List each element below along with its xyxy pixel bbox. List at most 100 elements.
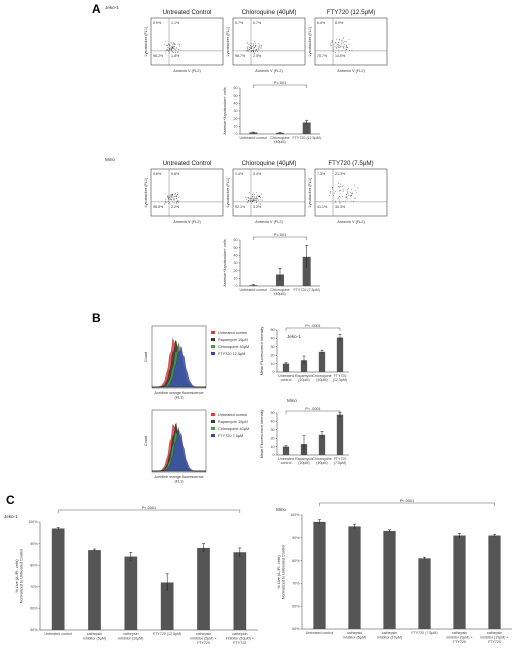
legend-swatch xyxy=(211,331,215,334)
histogram-curve xyxy=(152,430,206,472)
y-tick-label: 100% xyxy=(28,520,38,524)
bar xyxy=(51,528,65,630)
quadrant-percentage: 2.0% xyxy=(253,54,262,58)
bar xyxy=(313,521,326,629)
y-tick-label: 20 xyxy=(271,353,275,357)
y-axis-label: Annexin+/Lysotracker+ cells xyxy=(223,239,227,286)
quadrant-percentage: 3.2% xyxy=(253,205,262,209)
flow-plot-ylabel: Lysotracker (FL1) xyxy=(226,26,230,56)
category-label: FTY720 (12.5µM) xyxy=(293,136,321,140)
y-tick-label: 70% xyxy=(292,582,300,586)
category-label: cathepsin inhibitor (10µM) xyxy=(118,632,143,640)
y-tick-label: 20 xyxy=(234,269,238,273)
bar xyxy=(418,558,431,629)
legend-label: FTY720 12.5µM xyxy=(218,352,245,356)
legend-swatch xyxy=(211,338,215,341)
category-label: Chloroquine (40µM) xyxy=(312,374,331,382)
panel-b-label: B xyxy=(92,311,101,325)
flow-plot-xlabel: Annexin V (FL2) xyxy=(173,69,201,73)
bar-chart: 0 10 20 30 40 50 60 Annexin+/Lysotracker+ cells… xyxy=(223,233,320,296)
hist-jeko-xlabel: Acridine orange fluorescence (FL1) xyxy=(154,391,203,400)
flow-plot-frame xyxy=(232,17,306,66)
y-tick-label: 10 xyxy=(234,125,238,129)
quadrant-percentage: 3.4% xyxy=(253,172,262,176)
category-label: FTY720 (12.5µM) xyxy=(333,374,347,382)
y-tick-label: 10 xyxy=(271,362,275,366)
y-tick-label: 40 xyxy=(234,102,238,106)
bar xyxy=(383,530,396,629)
category-label: FTY720 (7.5µM) xyxy=(411,631,437,635)
quadrant-percentage: 96.2% xyxy=(153,54,164,58)
b-mino-cell-line: Mino xyxy=(287,398,297,403)
y-axis-label: Annexin+/Lysotracker+ cells xyxy=(223,87,227,134)
flow-plot-title: FTY720 (7.5µM) xyxy=(328,160,373,167)
bar xyxy=(318,434,326,455)
category-label: Untreated control xyxy=(306,631,334,635)
category-label: FTY720 (7.5µM) xyxy=(294,288,320,292)
event-dots xyxy=(330,36,353,53)
flow-plot: Chloroquine (40µM) 0.7% 0.7% 96.7% 2.0% Annex… xyxy=(226,9,306,73)
flow-plot-ylabel: Lysotracker (FL1) xyxy=(144,26,148,56)
quadrant-percentage: 0.9% xyxy=(153,21,162,25)
bar xyxy=(282,446,290,455)
quadrant-percentage: 96.5% xyxy=(153,205,164,209)
quadrant-percentage: 21.3% xyxy=(335,172,346,176)
y-tick-label: 60% xyxy=(292,604,300,608)
hist-mino-legend: Untreated control Rapamycin 10µM Chloroq… xyxy=(211,413,249,438)
significance-label: P<.001 xyxy=(274,81,286,85)
bar xyxy=(249,132,258,134)
legend-swatch xyxy=(211,434,215,437)
y-tick-label: 50 xyxy=(271,411,275,415)
y-axis-label: Mean Fluorescence Intensity xyxy=(260,327,264,376)
hist-jeko-curves xyxy=(152,338,206,388)
legend-label: FTY720 7.5µM xyxy=(218,434,243,438)
significance-bracket xyxy=(285,327,341,331)
legend-swatch xyxy=(211,420,215,423)
significance-bracket xyxy=(253,84,307,88)
significance-bracket xyxy=(319,502,495,506)
category-label: cathepsin inhibitor (5µM) + FTY720 xyxy=(190,632,216,645)
bar xyxy=(336,414,344,455)
bar-chart: 0 10 20 30 40 50 Mean Fluorescence Intensity Un… xyxy=(260,407,349,465)
y-tick-label: 30 xyxy=(271,428,275,432)
flow-plot-frame xyxy=(232,168,306,217)
y-tick-label: 50 xyxy=(234,94,238,98)
legend-swatch xyxy=(211,352,215,355)
event-dots xyxy=(329,183,358,204)
y-tick-label: 20 xyxy=(271,436,275,440)
flow-plot-title: Untreated Control xyxy=(163,9,212,16)
bar xyxy=(488,535,501,629)
quadrant-percentage: 0.6% xyxy=(153,172,162,176)
bar xyxy=(302,256,311,286)
y-tick-label: 10 xyxy=(271,445,275,449)
hist-jeko: Acridine orange fluorescence (FL1) Count … xyxy=(144,325,249,400)
bar xyxy=(348,526,361,629)
y-tick-label: 60 xyxy=(234,86,238,90)
bar xyxy=(300,360,308,372)
category-label: Untreated control xyxy=(44,632,72,636)
c-mino-cell-line: Mino xyxy=(276,507,286,512)
flow-plot-xlabel: Annexin V (FL2) xyxy=(255,220,283,224)
category-label: cathepsin inhibitor (10µM) xyxy=(377,631,402,639)
y-tick-label: 40 xyxy=(234,254,238,258)
bar-chart: 50% 60% 70% 80% 90% 100% % Live (A-/PI- cells)… xyxy=(277,499,512,644)
category-label: cathepsin inhibitor (5µM) + FTY720 xyxy=(446,631,472,644)
y-tick-label: 30 xyxy=(234,109,238,113)
quadrant-percentage: 1.1% xyxy=(171,21,180,25)
bar xyxy=(302,122,311,134)
category-label: Untreated control xyxy=(278,374,294,382)
y-tick-label: 50 xyxy=(234,246,238,250)
hist-jeko-legend: Untreated control Rapamycin 10µM Chloroq… xyxy=(211,331,249,356)
category-label: cathepsin inhibitor (5µM) xyxy=(83,632,106,640)
event-dots xyxy=(164,192,180,205)
significance-bracket xyxy=(57,509,241,513)
quadrant-percentage: 0.6% xyxy=(171,172,180,176)
category-label: cathepsin inhibitor (5µM) xyxy=(343,631,366,639)
hist-mino-curves xyxy=(152,422,206,472)
legend-label: Chloroquine 40µM xyxy=(218,345,249,349)
quadrant-percentage: 6.4% xyxy=(317,21,326,25)
panel-a-label: A xyxy=(92,2,101,16)
flow-plot: FTY720 (12.5µM) 6.4% 8.9% 70.7% 14.0% Annexin… xyxy=(308,9,388,73)
legend-label: Untreated control xyxy=(218,331,247,335)
